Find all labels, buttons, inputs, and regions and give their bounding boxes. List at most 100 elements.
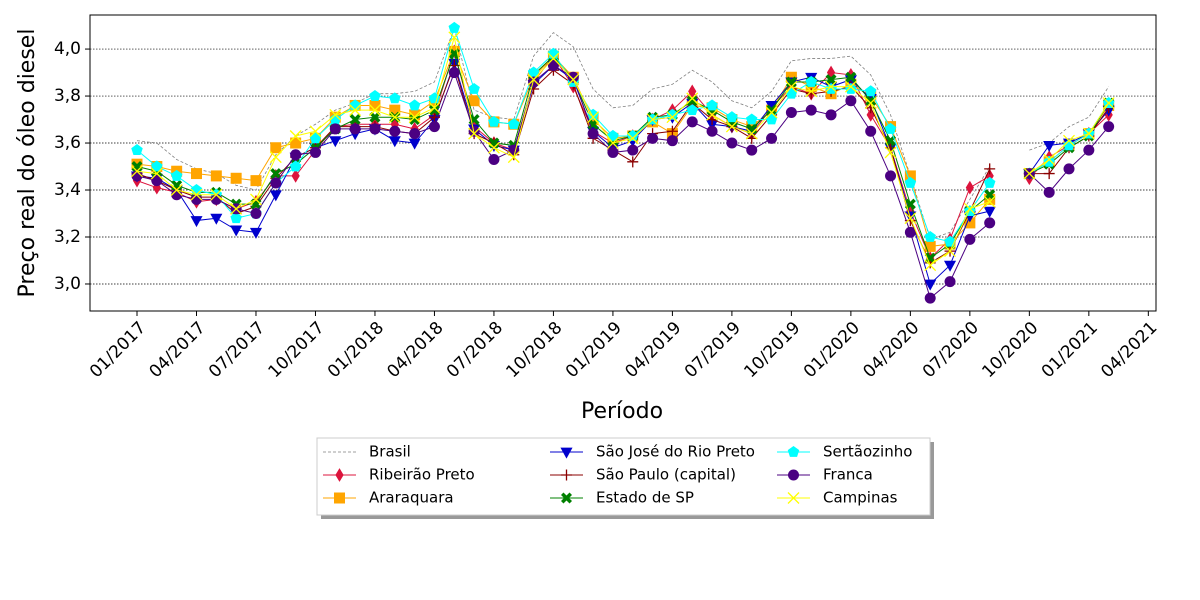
marker xyxy=(865,95,877,107)
x-tick-label: 07/2020 xyxy=(919,318,983,382)
marker xyxy=(190,216,203,228)
marker xyxy=(388,111,401,124)
marker xyxy=(788,469,799,481)
marker xyxy=(885,170,897,182)
marker xyxy=(626,132,639,145)
marker xyxy=(924,279,937,291)
marker xyxy=(1063,163,1075,175)
marker xyxy=(329,113,342,125)
legend-label: Sertãozinho xyxy=(823,443,912,461)
marker xyxy=(627,144,639,156)
marker xyxy=(210,213,223,225)
x-tick-label: 10/2018 xyxy=(502,318,566,382)
marker xyxy=(230,172,242,184)
marker xyxy=(904,198,916,210)
marker xyxy=(1043,140,1056,152)
legend-item: Estado de SP xyxy=(550,489,694,507)
marker xyxy=(884,122,897,134)
marker xyxy=(269,190,282,202)
marker xyxy=(864,97,877,110)
marker xyxy=(984,189,996,201)
marker xyxy=(388,136,401,148)
marker xyxy=(329,123,341,135)
x-tick-label: 10/2020 xyxy=(978,318,1042,382)
marker xyxy=(745,127,758,140)
series-line xyxy=(1029,86,1110,151)
marker xyxy=(1043,168,1055,180)
marker xyxy=(725,120,738,133)
x-tick-label: 01/2019 xyxy=(562,318,626,382)
marker xyxy=(766,104,778,116)
marker xyxy=(230,212,242,224)
marker xyxy=(448,67,460,79)
marker xyxy=(964,217,976,229)
marker xyxy=(627,156,639,168)
marker xyxy=(334,492,345,504)
marker xyxy=(170,184,183,196)
marker xyxy=(547,52,560,65)
marker xyxy=(845,95,857,107)
y-axis-label: Preço real do óleo diesel xyxy=(15,29,40,298)
marker xyxy=(290,149,302,161)
x-axis-label: Período xyxy=(581,399,663,424)
marker xyxy=(335,468,344,482)
marker xyxy=(825,74,837,86)
series-line xyxy=(1029,102,1110,175)
legend-item: Franca xyxy=(777,466,873,484)
marker xyxy=(607,129,619,141)
marker xyxy=(291,169,300,183)
marker xyxy=(805,85,818,98)
marker xyxy=(647,132,659,144)
marker xyxy=(527,73,540,86)
marker xyxy=(369,89,381,101)
marker xyxy=(785,80,798,93)
legend-item: Ribeirão Preto xyxy=(323,466,475,484)
marker xyxy=(964,233,976,245)
legend-label: São José do Rio Preto xyxy=(596,443,755,461)
marker xyxy=(547,60,559,72)
marker xyxy=(726,111,738,123)
marker xyxy=(686,95,698,107)
marker xyxy=(349,104,362,117)
marker xyxy=(766,132,778,144)
marker xyxy=(688,84,697,99)
marker xyxy=(561,469,572,481)
marker xyxy=(150,167,163,180)
marker xyxy=(607,146,619,158)
legend-item: Campinas xyxy=(777,489,898,507)
legend-label: Campinas xyxy=(823,489,898,507)
legend-item: São Paulo (capital) xyxy=(550,466,736,484)
marker xyxy=(587,111,600,124)
marker xyxy=(230,202,243,215)
marker xyxy=(904,170,916,182)
legend-label: Estado de SP xyxy=(596,489,694,507)
marker xyxy=(963,202,976,215)
marker xyxy=(131,144,143,155)
marker xyxy=(1083,144,1095,156)
marker xyxy=(289,160,302,172)
marker xyxy=(825,109,837,121)
marker xyxy=(349,114,361,126)
x-tick-label: 04/2018 xyxy=(383,318,447,382)
legend-label: Araraquara xyxy=(369,489,454,507)
marker xyxy=(706,114,718,126)
marker xyxy=(805,104,817,116)
marker xyxy=(508,118,520,130)
legend-item: Brasil xyxy=(323,443,411,461)
marker xyxy=(560,447,573,459)
marker xyxy=(587,128,599,140)
y-tick-label: 3,0 xyxy=(54,274,81,294)
marker xyxy=(488,115,500,127)
marker xyxy=(269,151,282,164)
legend-label: Franca xyxy=(823,466,873,484)
marker xyxy=(210,188,223,201)
marker xyxy=(904,226,916,238)
series-line xyxy=(1029,102,1110,175)
marker xyxy=(408,138,421,150)
marker xyxy=(885,135,897,147)
marker xyxy=(561,492,572,504)
marker xyxy=(428,101,441,114)
legend-label: Brasil xyxy=(369,443,411,461)
marker xyxy=(151,160,163,172)
